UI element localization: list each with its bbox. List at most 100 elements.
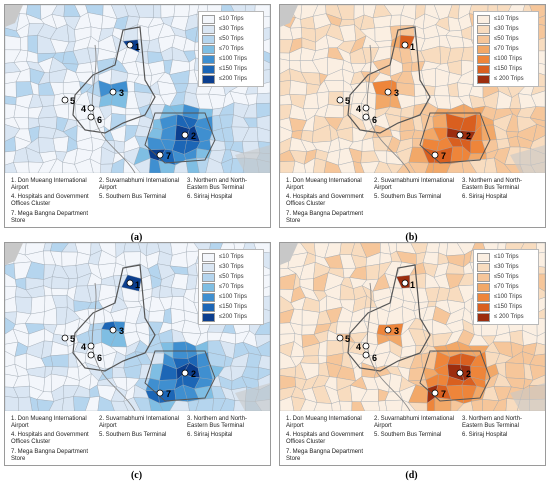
- district-zone: [172, 341, 188, 359]
- inner-district-boundary: [72, 264, 156, 372]
- legend-swatch: [202, 34, 215, 44]
- legend-label: ≤50 Trips: [219, 274, 244, 280]
- location-label-6: 6: [97, 353, 102, 363]
- location-marker-1: [126, 41, 134, 49]
- district-zone: [256, 115, 270, 131]
- district-zone: [169, 400, 190, 411]
- district-zone: [48, 397, 65, 411]
- district-zone: [18, 396, 33, 411]
- location-marker-7: [431, 389, 439, 397]
- secondary-boundary: [144, 350, 216, 402]
- caption-item-1: 1. Don Mueang International Airport: [286, 416, 362, 429]
- location-label-1: 1: [135, 280, 140, 290]
- district-zone: [408, 162, 430, 173]
- legend-label: ≤200 Trips: [219, 76, 247, 82]
- choropleth-map: 1 2 3 45 6 7: [280, 243, 545, 411]
- location-label-4: 4: [81, 104, 86, 114]
- district-zone: [221, 158, 234, 173]
- outside-area: [510, 383, 545, 411]
- district-zone: [352, 161, 365, 173]
- location-marker-2: [181, 131, 189, 139]
- district-zone: [425, 243, 440, 253]
- district-zone: [530, 90, 545, 108]
- legend-swatch: [202, 44, 215, 54]
- district-zone: [493, 398, 508, 411]
- district-zone: [324, 104, 344, 118]
- district-zone: [360, 161, 380, 173]
- district-zone: [123, 243, 141, 253]
- district-zone: [432, 162, 451, 173]
- legend-item: ≤100 Trips: [477, 292, 535, 302]
- district-zone: [123, 157, 141, 173]
- district-zone: [425, 162, 435, 173]
- district-zone: [27, 35, 38, 54]
- location-marker-3: [109, 88, 117, 96]
- district-zone: [426, 397, 436, 411]
- secondary-boundary: [419, 112, 491, 164]
- district-zone: [195, 398, 214, 411]
- legend-swatch: [202, 302, 215, 312]
- legend-swatch: [202, 64, 215, 74]
- district-zone: [110, 157, 125, 173]
- district-zone: [532, 124, 545, 142]
- legend-item: ≤70 Trips: [477, 282, 535, 292]
- district-zone: [187, 399, 200, 411]
- legend-swatch: [202, 252, 215, 262]
- legend-swatch: [202, 14, 215, 24]
- panel-label: (a): [130, 232, 143, 243]
- district-zone: [374, 26, 393, 42]
- location-label-3: 3: [394, 326, 399, 336]
- location-label-2: 2: [191, 369, 196, 379]
- location-label-6: 6: [97, 115, 102, 125]
- district-zone: [446, 161, 464, 173]
- location-marker-6: [362, 351, 370, 359]
- caption-item-5: 5. Southern Bus Terminal: [374, 432, 442, 438]
- district-zone: [256, 126, 270, 143]
- legend-label: ≤30 Trips: [494, 264, 519, 270]
- district-zone: [89, 158, 101, 173]
- district-zone: [337, 161, 356, 173]
- location-label-5: 5: [345, 96, 350, 106]
- district-zone: [38, 137, 56, 154]
- district-zone: [205, 157, 225, 173]
- district-zone: [85, 396, 100, 411]
- legend-item: ≤100 Trips: [477, 54, 535, 64]
- legend-item: ≤150 Trips: [202, 302, 260, 312]
- district-zone: [339, 400, 353, 411]
- location-marker-6: [362, 113, 370, 121]
- caption-item-2: 2. Suvarnabhumi International Airport: [99, 416, 180, 429]
- district-zone: [37, 158, 58, 173]
- district-zone: [219, 114, 234, 129]
- district-zone: [153, 5, 162, 19]
- district-zone: [331, 400, 342, 411]
- legend-label: ≤100 Trips: [494, 294, 522, 300]
- location-marker-5: [61, 334, 69, 342]
- district-zone: [351, 401, 365, 411]
- caption-item-7: 7. Mega Bangna Department Store: [11, 211, 89, 224]
- legend-swatch: [477, 302, 490, 312]
- legend-label: ≤150 Trips: [494, 66, 522, 72]
- district-zone: [149, 157, 162, 173]
- legend-item: ≤10 Trips: [477, 252, 535, 262]
- legend-item: ≤10 Trips: [477, 14, 535, 24]
- legend-swatch: [477, 24, 490, 34]
- map-legend: ≤10 Trips ≤30 Trips ≤50 Trips ≤70 Trips ≤100…: [473, 249, 539, 325]
- district-zone: [61, 251, 78, 267]
- location-marker-4: [87, 104, 95, 112]
- district-zone: [360, 401, 381, 411]
- location-marker-7: [156, 389, 164, 397]
- district-zone: [401, 399, 416, 411]
- district-zone: [159, 400, 177, 411]
- district-zone: [63, 81, 82, 95]
- district-zone: [365, 263, 381, 281]
- district-zone: [447, 82, 459, 98]
- district-zone: [374, 161, 393, 173]
- legend-item: ≤70 Trips: [202, 282, 260, 292]
- legend-swatch: [202, 74, 215, 84]
- legend-label: ≤ 200 Trips: [494, 76, 524, 82]
- location-marker-5: [61, 96, 69, 104]
- secondary-boundary: [419, 350, 491, 402]
- location-label-4: 4: [81, 342, 86, 352]
- caption-item-1: 1. Don Mueang International Airport: [11, 178, 87, 191]
